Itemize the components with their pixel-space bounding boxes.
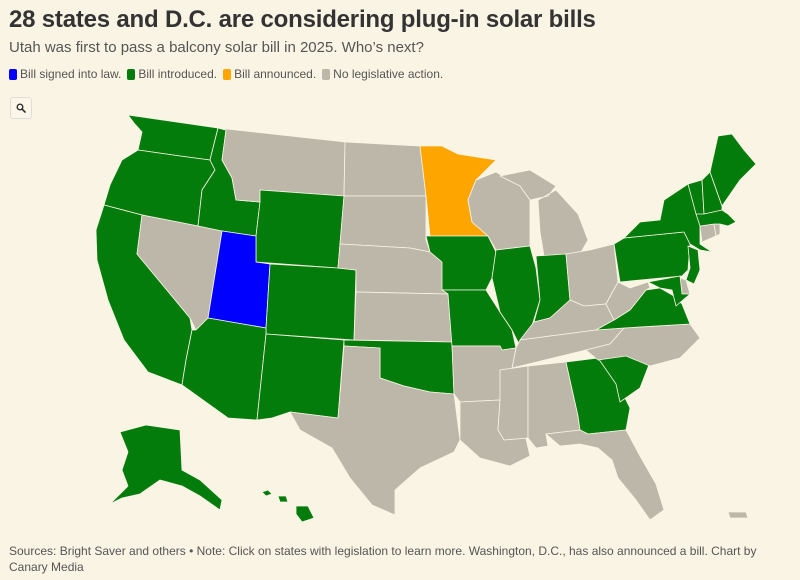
state-maryland[interactable] (647, 275, 691, 307)
legend-item-announced: Bill announced. (223, 67, 316, 81)
state-hawaii[interactable] (261, 489, 315, 523)
chart-subtitle: Utah was first to pass a balcony solar b… (9, 39, 424, 56)
state-mississippi[interactable] (497, 365, 529, 441)
legend-label: Bill signed into law. (20, 67, 122, 81)
legend-item-signed: Bill signed into law. (9, 67, 121, 81)
legend-item-introduced: Bill introduced. (127, 67, 217, 81)
legend-swatch-introduced (127, 68, 136, 80)
zoom-button[interactable] (10, 97, 32, 119)
state-west-virginia[interactable] (605, 281, 651, 321)
state-maine[interactable] (709, 133, 757, 207)
state-montana[interactable] (217, 127, 346, 203)
state-new-hampshire[interactable] (701, 171, 723, 215)
state-wyoming[interactable] (255, 189, 345, 269)
state-wisconsin[interactable] (467, 171, 531, 251)
state-florida[interactable] (545, 429, 665, 521)
state-connecticut[interactable] (699, 223, 717, 243)
legend-item-none: No legislative action. (322, 67, 443, 81)
legend-label: Bill announced. (234, 67, 317, 81)
legend-label: Bill introduced. (138, 67, 218, 81)
legend-swatch-signed (9, 68, 17, 80)
legend: Bill signed into law. Bill introduced. B… (9, 67, 443, 81)
chart-title: 28 states and D.C. are considering plug-… (9, 6, 596, 33)
state-north-carolina[interactable] (585, 323, 701, 367)
search-icon (16, 103, 26, 113)
state-new-jersey[interactable] (685, 245, 701, 285)
us-map (0, 114, 800, 535)
state-colorado[interactable] (265, 263, 357, 341)
state-michigan[interactable] (499, 169, 589, 257)
state-massachusetts[interactable] (695, 209, 737, 227)
source-note: Sources: Bright Saver and others • Note:… (9, 544, 757, 574)
legend-swatch-announced (223, 68, 232, 80)
state-pennsylvania[interactable] (613, 231, 691, 283)
state-south-dakota[interactable] (339, 195, 431, 253)
state-texas[interactable] (289, 345, 461, 516)
state-arizona[interactable] (181, 317, 267, 421)
state-alaska[interactable] (109, 424, 223, 511)
state-north-dakota[interactable] (343, 141, 427, 197)
state-new-mexico[interactable] (256, 333, 345, 421)
state-kansas[interactable] (353, 291, 453, 343)
legend-label: No legislative action. (333, 67, 444, 81)
legend-swatch-none (322, 68, 331, 80)
territory-puerto-rico[interactable] (727, 511, 749, 519)
